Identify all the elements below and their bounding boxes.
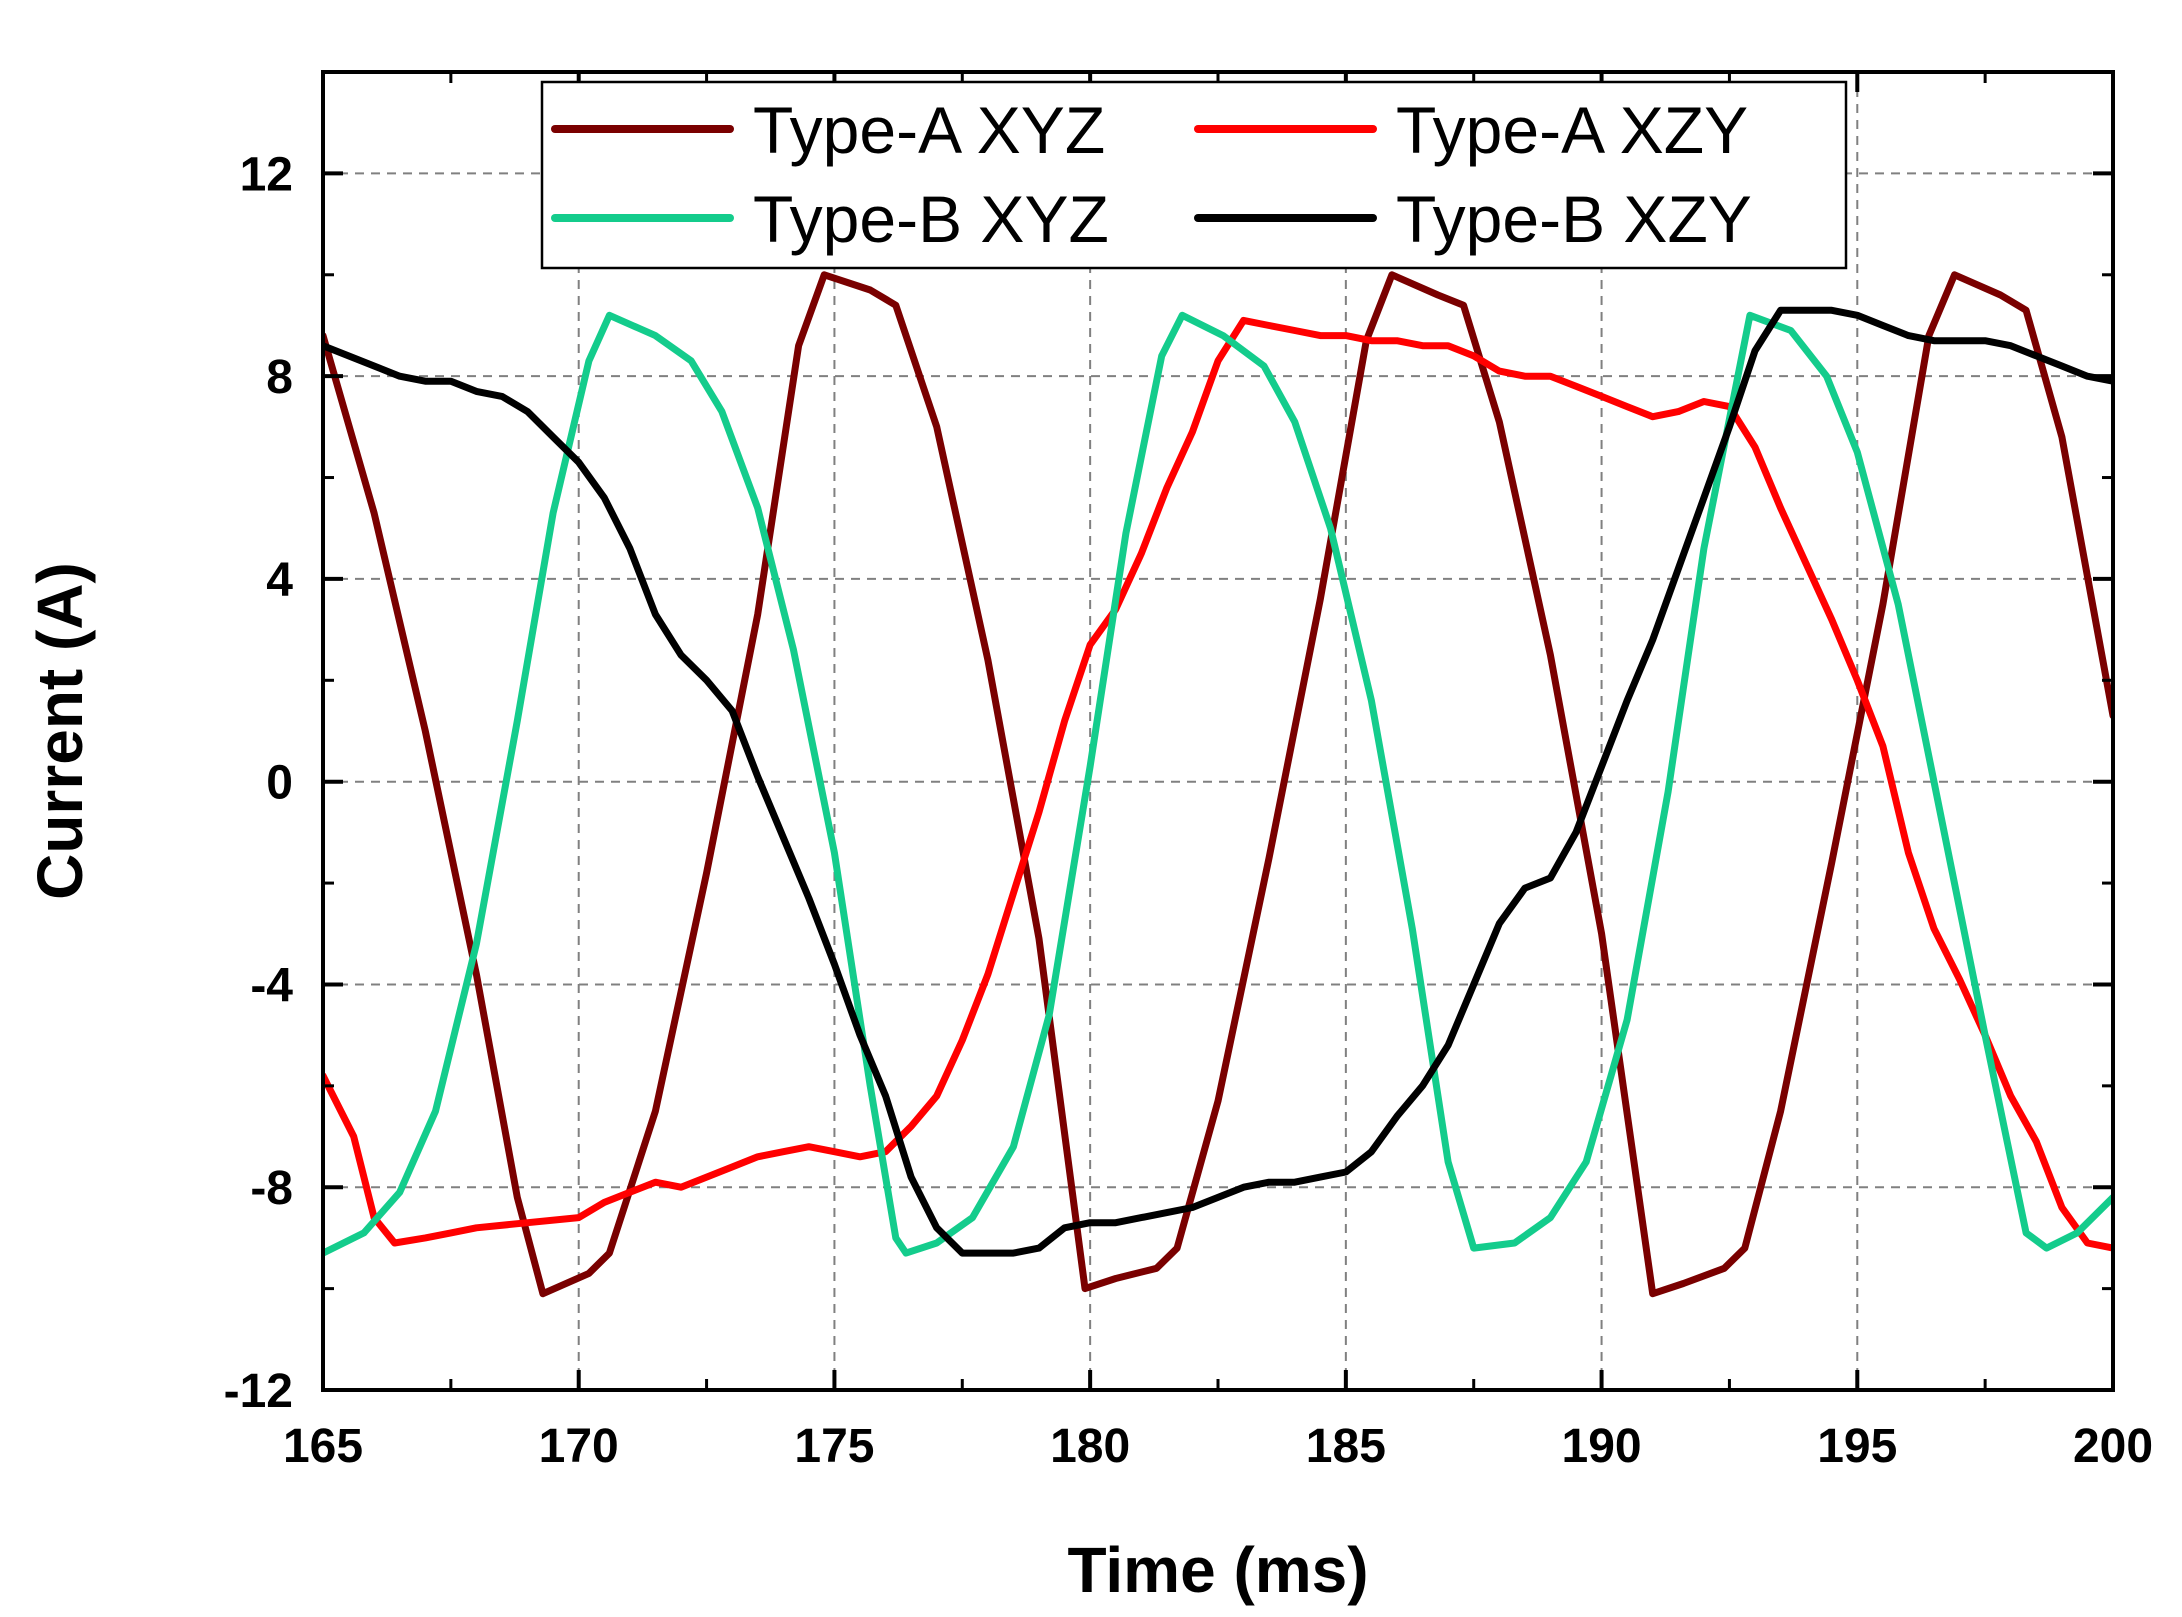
x-tick-label: 195 [1817, 1420, 1897, 1473]
y-tick-label: 12 [240, 148, 293, 201]
x-tick-label: 200 [2073, 1420, 2153, 1473]
x-tick-label: 165 [283, 1420, 363, 1473]
y-tick-label: -8 [250, 1162, 293, 1215]
x-tick-label: 185 [1306, 1420, 1386, 1473]
legend-label-type-a-xyz: Type-A XYZ [753, 93, 1105, 167]
series-line-type-b-xyz [323, 311, 2113, 1257]
x-tick-label: 190 [1562, 1420, 1642, 1473]
legend-box [540, 80, 1848, 270]
x-tick-label: 180 [1050, 1420, 1130, 1473]
y-tick-label: -12 [224, 1365, 293, 1418]
legend: Type-A XYZ Type-A XZY Type-B XYZ Type-B XZY [540, 80, 1848, 270]
axis-ticks: 165 170 175 180 185 190 195 200 -12 -8 -4 0 4 8 12 [224, 72, 2153, 1473]
legend-label-type-b-xyz: Type-B XYZ [753, 182, 1109, 256]
y-axis-title: Current (A) [24, 562, 96, 900]
y-tick-label: 4 [266, 554, 293, 607]
series-group [323, 271, 2113, 1298]
x-tick-label: 170 [539, 1420, 619, 1473]
y-tick-label: 0 [266, 757, 293, 810]
y-tick-label: 8 [266, 351, 293, 404]
series-line-type-a-xyz [323, 271, 2113, 1298]
series-line-type-a-xzy [323, 316, 2113, 1252]
legend-label-type-a-xzy: Type-A XZY [1396, 93, 1748, 167]
legend-label-type-b-xzy: Type-B XZY [1396, 182, 1752, 256]
x-axis-title: Time (ms) [1067, 1534, 1368, 1606]
y-tick-label: -4 [250, 959, 293, 1012]
x-tick-label: 175 [794, 1420, 874, 1473]
series-line-type-b-xzy [323, 306, 2113, 1257]
